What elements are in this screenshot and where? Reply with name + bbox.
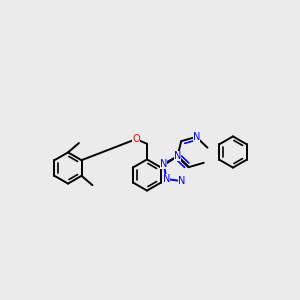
- Text: N: N: [193, 132, 200, 142]
- Text: N: N: [163, 174, 170, 184]
- Text: N: N: [178, 176, 186, 186]
- Text: O: O: [132, 134, 140, 144]
- Text: N: N: [174, 151, 181, 161]
- Text: N: N: [160, 159, 167, 169]
